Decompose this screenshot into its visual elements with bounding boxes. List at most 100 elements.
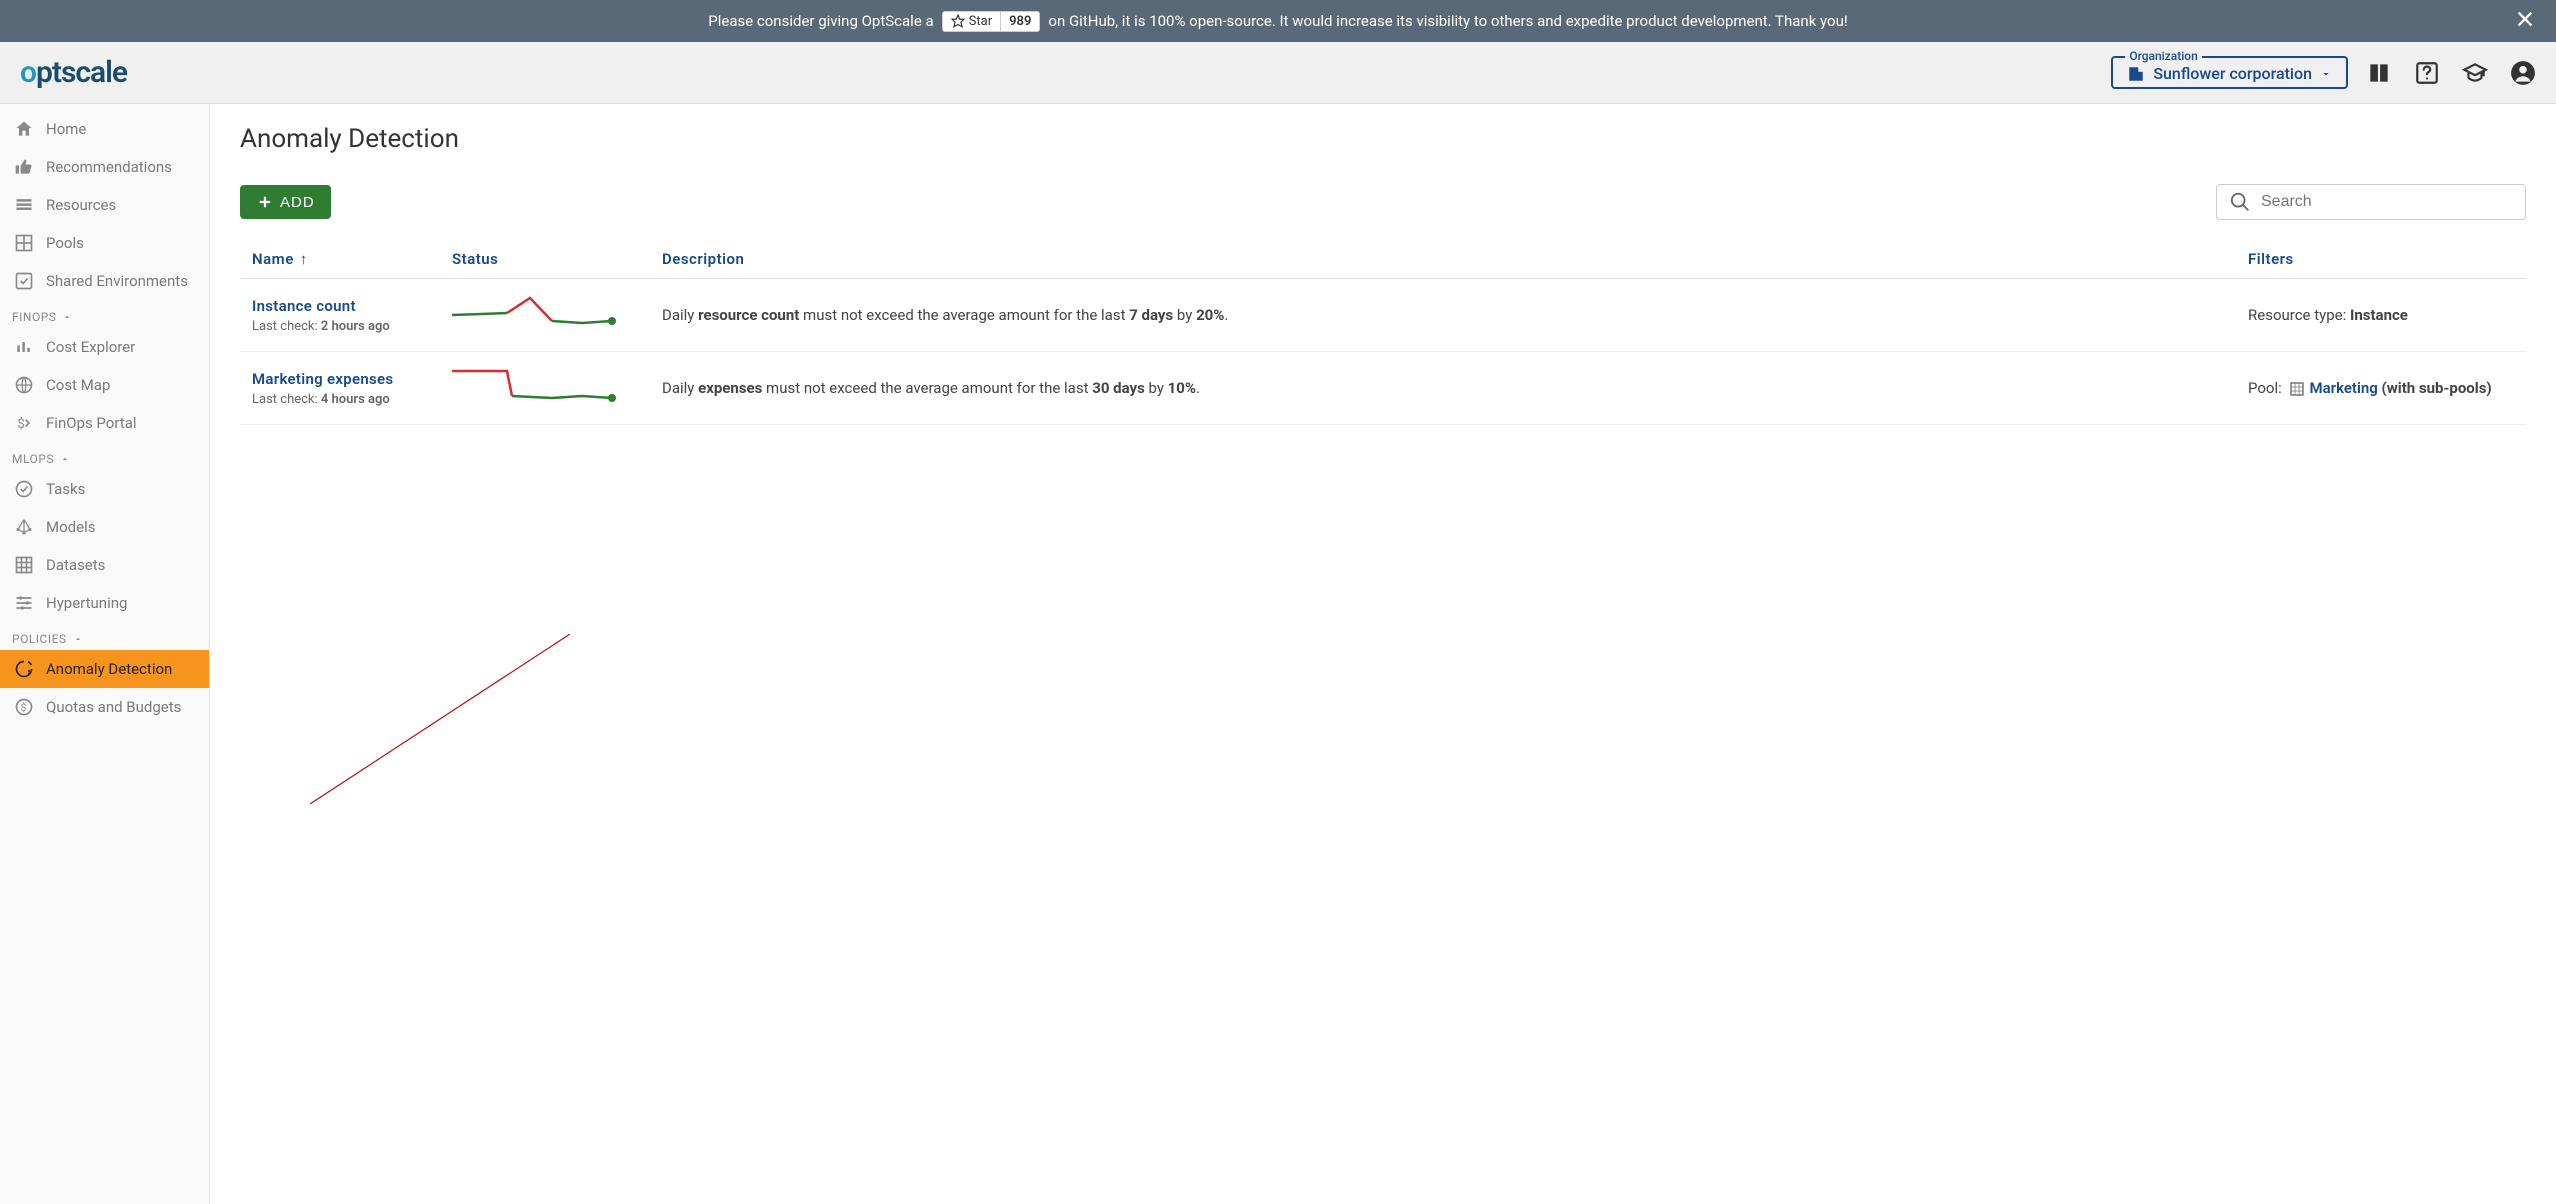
- logo-rest: ptscale: [36, 55, 127, 90]
- logo[interactable]: optscale: [20, 55, 127, 90]
- sidebar-section-finops[interactable]: FINOPS: [0, 300, 209, 328]
- chevron-up-icon: [60, 454, 70, 464]
- sparkline: [452, 293, 622, 333]
- plus-icon: [256, 193, 274, 211]
- sidebar-item-anomaly-detection[interactable]: Anomaly Detection: [0, 650, 209, 688]
- org-name: Sunflower corporation: [2153, 64, 2312, 83]
- sidebar-item-label: Cost Map: [46, 376, 110, 394]
- cell-status: [440, 279, 650, 352]
- search-box[interactable]: [2216, 184, 2526, 220]
- table-icon: [14, 555, 34, 575]
- page-title: Anomaly Detection: [240, 124, 2526, 154]
- cell-filters: Pool: Marketing (with sub-pools): [2236, 352, 2526, 425]
- banner-close-button[interactable]: [2514, 8, 2536, 34]
- toolbar: ADD: [240, 184, 2526, 220]
- sidebar-item-tasks[interactable]: Tasks: [0, 470, 209, 508]
- budget-icon: $: [14, 697, 34, 717]
- share-icon: [14, 271, 34, 291]
- annotation-arrow: [310, 634, 570, 804]
- banner-text-before: Please consider giving OptScale a: [708, 12, 933, 30]
- star-label: Star: [969, 14, 992, 29]
- sidebar-item-resources[interactable]: Resources: [0, 186, 209, 224]
- sidebar-item-label: Resources: [46, 196, 116, 214]
- home-icon: [14, 119, 34, 139]
- logo-o: o: [20, 55, 36, 90]
- filter-link[interactable]: Marketing: [2309, 379, 2377, 397]
- help-icon[interactable]: [2414, 60, 2440, 86]
- docs-icon[interactable]: [2366, 60, 2392, 86]
- cell-filters: Resource type: Instance: [2236, 279, 2526, 352]
- close-icon: [2514, 8, 2536, 30]
- add-button[interactable]: ADD: [240, 185, 331, 219]
- sidebar-section-policies[interactable]: POLICIES: [0, 622, 209, 650]
- sidebar-item-quotas[interactable]: $Quotas and Budgets: [0, 688, 209, 726]
- account-icon[interactable]: [2510, 60, 2536, 86]
- star-button[interactable]: Star: [943, 12, 1001, 31]
- col-name[interactable]: Name ↑: [240, 240, 440, 279]
- col-description[interactable]: Description: [650, 240, 2236, 279]
- github-star-widget[interactable]: Star 989: [942, 11, 1041, 32]
- sidebar-item-label: Shared Environments: [46, 272, 188, 290]
- pool-icon: [2289, 381, 2305, 397]
- col-filters[interactable]: Filters: [2236, 240, 2526, 279]
- grid-icon: [14, 233, 34, 253]
- sidebar-item-models[interactable]: Models: [0, 508, 209, 546]
- add-button-label: ADD: [280, 194, 315, 211]
- section-label: MLOPS: [12, 452, 54, 466]
- sidebar-item-label: Models: [46, 518, 95, 536]
- topbar-icons: [2366, 60, 2536, 86]
- sidebar-item-finops-portal[interactable]: $FinOps Portal: [0, 404, 209, 442]
- sidebar-item-datasets[interactable]: Datasets: [0, 546, 209, 584]
- cell-status: [440, 352, 650, 425]
- thumb-up-icon: [14, 157, 34, 177]
- sidebar-item-label: Datasets: [46, 556, 105, 574]
- organization-selector[interactable]: Organization Sunflower corporation: [2111, 56, 2348, 89]
- search-input[interactable]: [2261, 193, 2513, 211]
- sidebar-item-home[interactable]: Home: [0, 110, 209, 148]
- star-icon: [951, 14, 965, 28]
- sidebar: Home Recommendations Resources Pools Sha…: [0, 104, 210, 1204]
- sidebar-item-cost-map[interactable]: Cost Map: [0, 366, 209, 404]
- star-count: 989: [1001, 12, 1039, 31]
- svg-text:$: $: [17, 417, 24, 432]
- sidebar-item-label: Pools: [46, 234, 84, 252]
- chevron-up-icon: [62, 312, 72, 322]
- sort-arrow-icon: ↑: [300, 250, 308, 268]
- anomaly-table: Name ↑ Status Description Filters Instanc…: [240, 240, 2526, 425]
- education-icon[interactable]: [2462, 60, 2488, 86]
- cell-description: Daily resource count must not exceed the…: [650, 279, 2236, 352]
- cell-name: Instance count Last check: 2 hours ago: [240, 279, 440, 352]
- search-icon: [2229, 191, 2251, 213]
- policy-link[interactable]: Instance count: [252, 297, 356, 315]
- chevron-up-icon: [73, 634, 83, 644]
- sidebar-item-label: Recommendations: [46, 158, 172, 176]
- sidebar-item-pools[interactable]: Pools: [0, 224, 209, 262]
- sidebar-section-mlops[interactable]: MLOPS: [0, 442, 209, 470]
- sidebar-item-shared-env[interactable]: Shared Environments: [0, 262, 209, 300]
- list-icon: [14, 195, 34, 215]
- col-label: Name: [252, 250, 294, 268]
- cell-name: Marketing expenses Last check: 4 hours ag…: [240, 352, 440, 425]
- section-label: FINOPS: [12, 310, 56, 324]
- sidebar-item-label: Anomaly Detection: [46, 660, 172, 678]
- col-status[interactable]: Status: [440, 240, 650, 279]
- last-check: Last check: 2 hours ago: [252, 319, 428, 334]
- cell-description: Daily expenses must not exceed the avera…: [650, 352, 2236, 425]
- check-circle-icon: [14, 479, 34, 499]
- last-check: Last check: 4 hours ago: [252, 392, 428, 407]
- section-label: POLICIES: [12, 632, 67, 646]
- network-icon: [14, 517, 34, 537]
- main-content: Anomaly Detection ADD Name ↑ Status Descr…: [210, 104, 2556, 1204]
- org-legend: Organization: [2125, 49, 2201, 63]
- sidebar-item-hypertuning[interactable]: Hypertuning: [0, 584, 209, 622]
- sidebar-item-recommendations[interactable]: Recommendations: [0, 148, 209, 186]
- svg-text:$: $: [21, 701, 27, 714]
- table-row: Instance count Last check: 2 hours ago Dai…: [240, 279, 2526, 352]
- building-icon: [2127, 65, 2145, 83]
- sidebar-item-label: Tasks: [46, 480, 85, 498]
- anomaly-icon: [14, 659, 34, 679]
- policy-link[interactable]: Marketing expenses: [252, 370, 393, 388]
- sidebar-item-cost-explorer[interactable]: Cost Explorer: [0, 328, 209, 366]
- banner-text-after: on GitHub, it is 100% open-source. It wo…: [1048, 12, 1847, 30]
- topbar: optscale Organization Sunflower corporat…: [0, 42, 2556, 104]
